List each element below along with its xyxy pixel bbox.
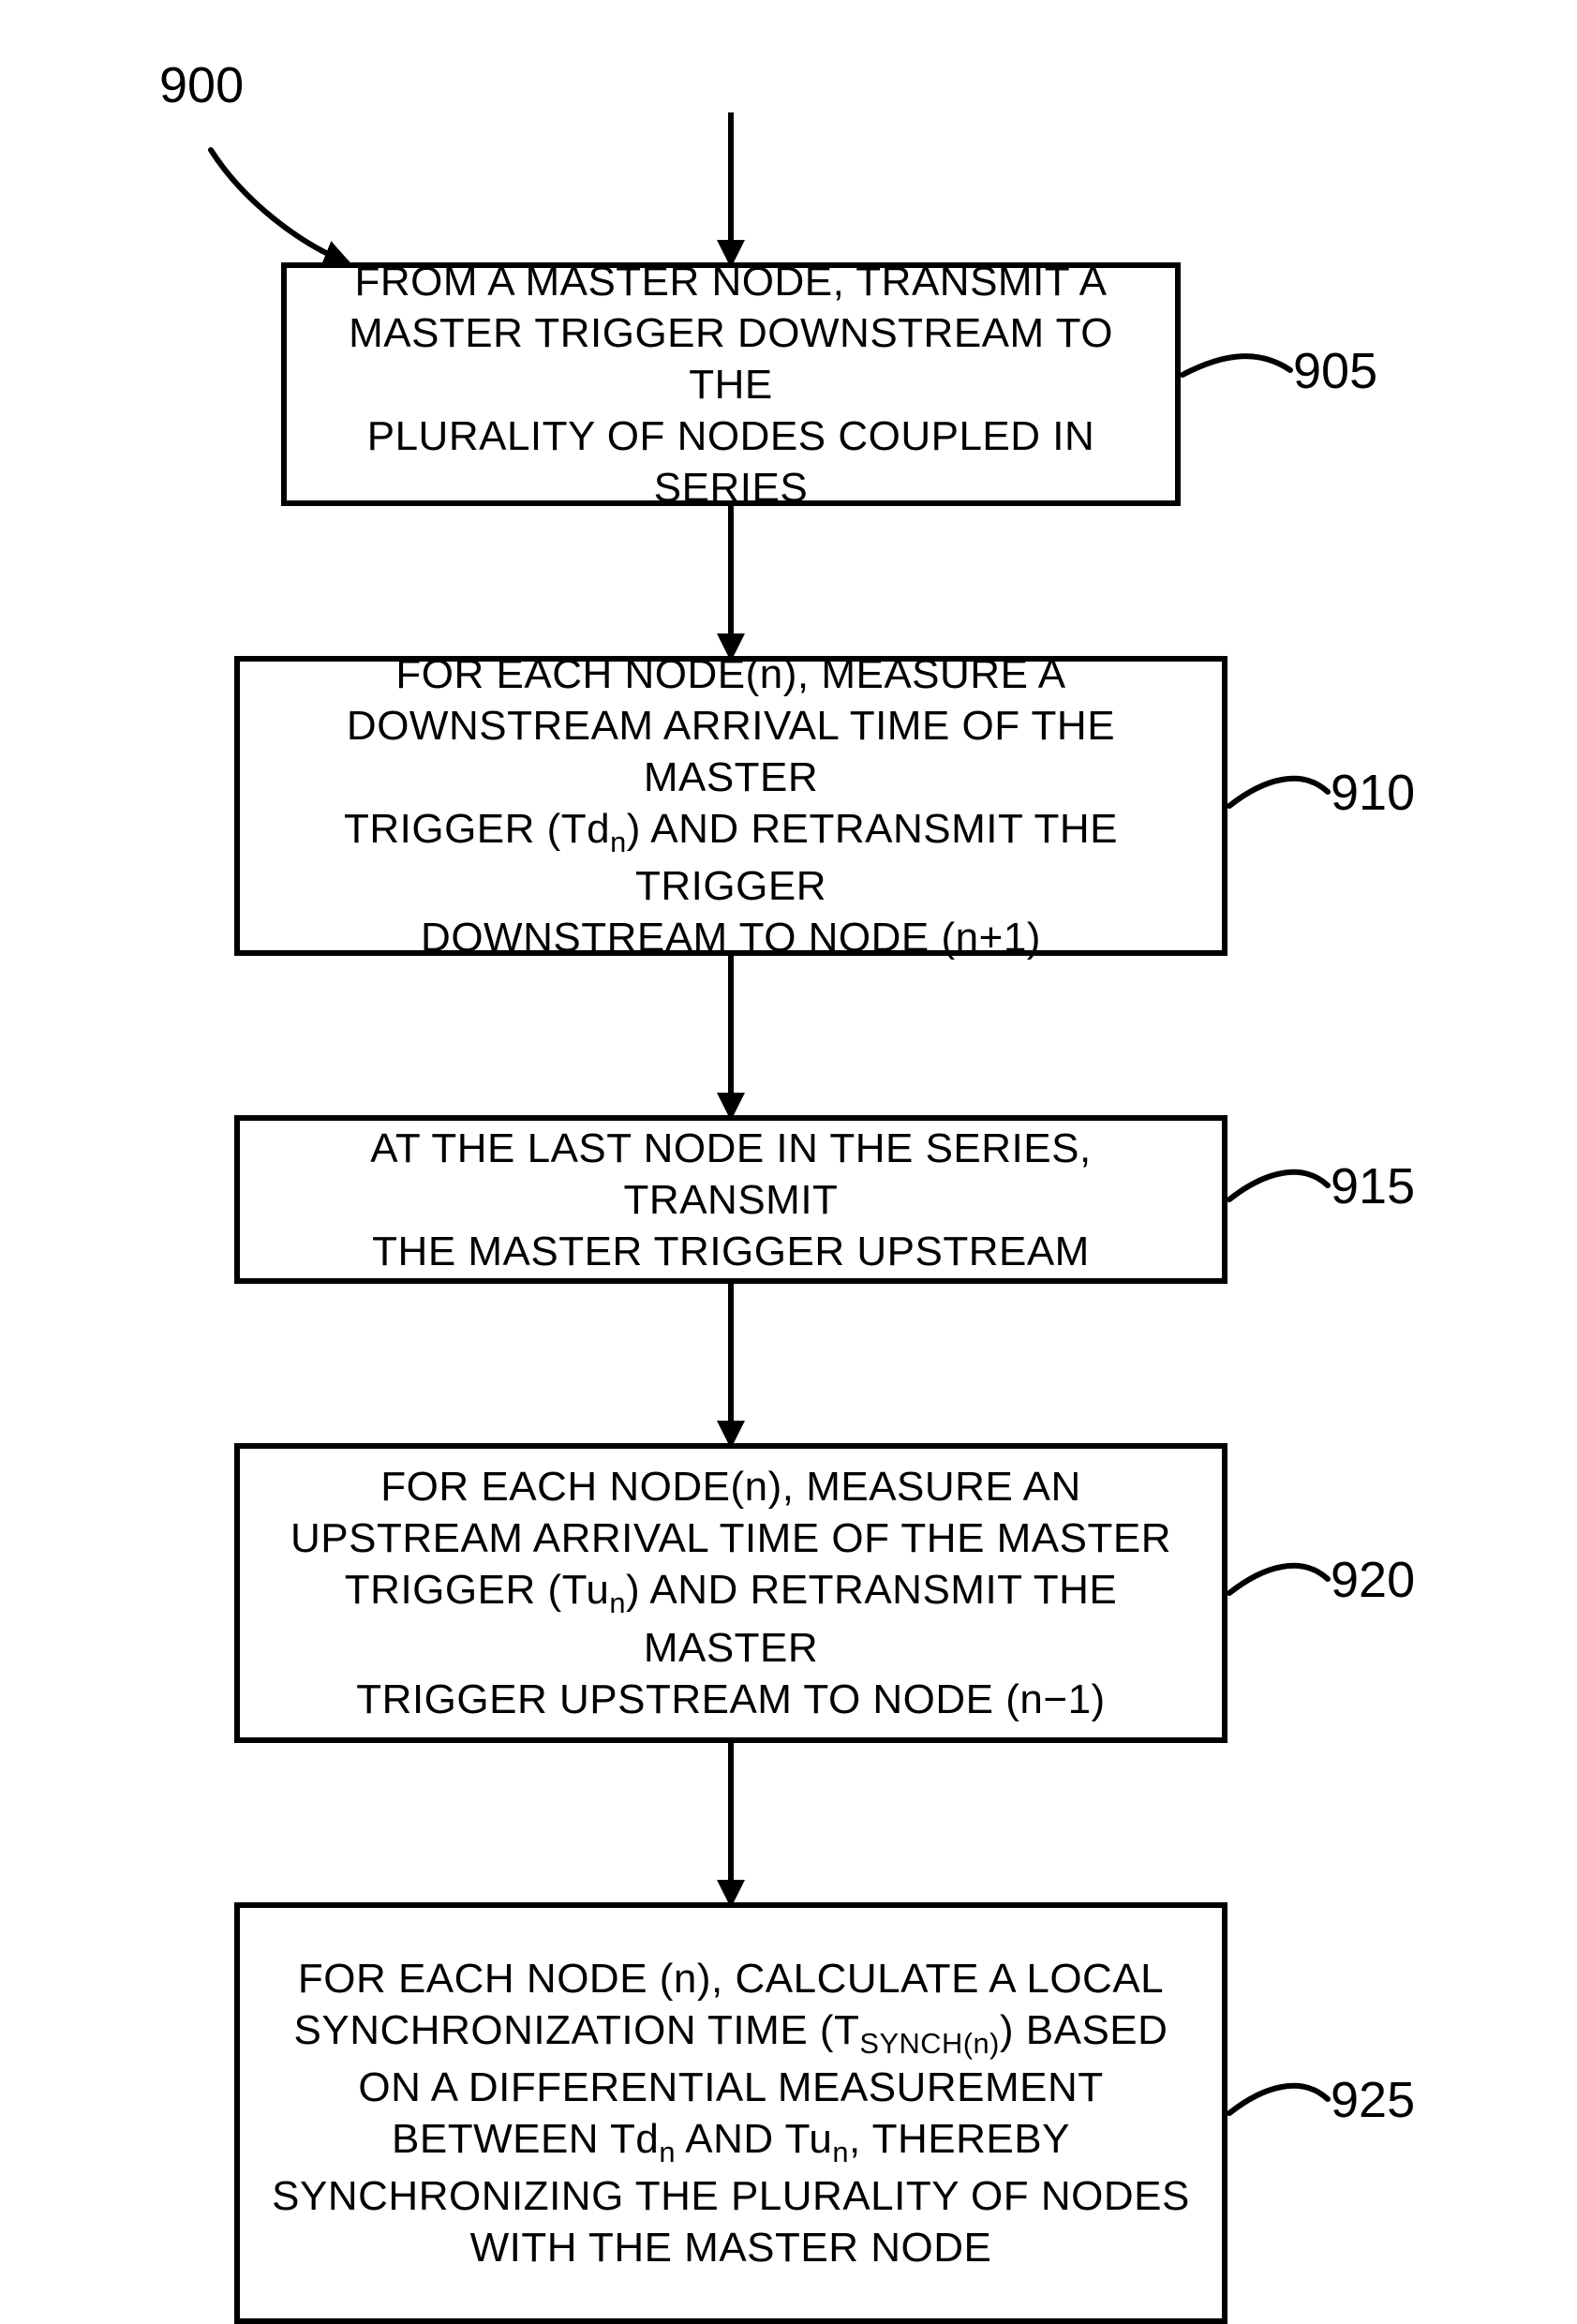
figure-number-label: 900 xyxy=(159,56,244,114)
flow-step-label-915: 915 xyxy=(1331,1157,1415,1215)
flow-step-text: FOR EACH NODE (n), CALCULATE A LOCALSYNC… xyxy=(272,1953,1190,2274)
flow-step-label-905: 905 xyxy=(1293,342,1377,400)
flow-step-925: FOR EACH NODE (n), CALCULATE A LOCALSYNC… xyxy=(234,1902,1227,2324)
flow-step-920: FOR EACH NODE(n), MEASURE ANUPSTREAM ARR… xyxy=(234,1443,1227,1743)
flow-step-text: FOR EACH NODE(n), MEASURE ADOWNSTREAM AR… xyxy=(268,648,1194,963)
flow-step-905: FROM A MASTER NODE, TRANSMIT AMASTER TRI… xyxy=(281,262,1181,506)
flow-step-text: AT THE LAST NODE IN THE SERIES, TRANSMIT… xyxy=(268,1123,1194,1277)
flow-step-text: FOR EACH NODE(n), MEASURE ANUPSTREAM ARR… xyxy=(268,1461,1194,1724)
flow-step-label-910: 910 xyxy=(1331,764,1415,822)
flowchart-canvas: 900 FROM A MASTER NODE, TRANSMIT AMASTER… xyxy=(0,0,1577,2273)
flow-step-915: AT THE LAST NODE IN THE SERIES, TRANSMIT… xyxy=(234,1115,1227,1284)
flow-step-text: FROM A MASTER NODE, TRANSMIT AMASTER TRI… xyxy=(315,256,1147,514)
flow-step-label-925: 925 xyxy=(1331,2071,1415,2129)
flow-step-910: FOR EACH NODE(n), MEASURE ADOWNSTREAM AR… xyxy=(234,656,1227,956)
flow-step-label-920: 920 xyxy=(1331,1551,1415,1609)
